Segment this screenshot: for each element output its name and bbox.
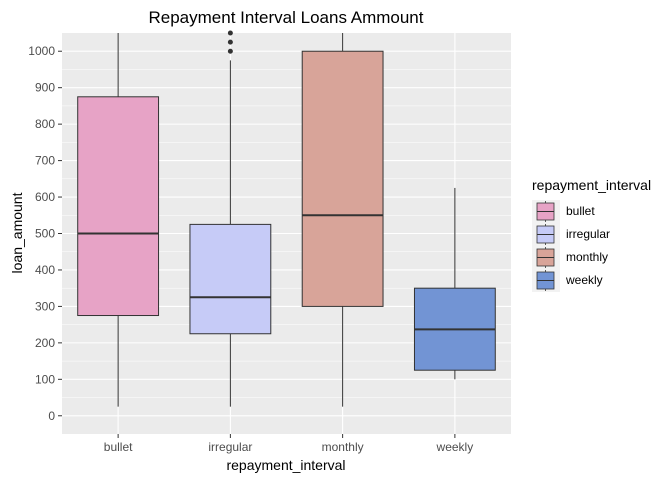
x-tick-label: weekly [436,440,474,454]
x-tick-label: irregular [208,440,252,454]
box [189,223,272,335]
box-group-irregular [189,30,272,407]
legend: repayment_interval bullet irregular monthl… [532,177,651,292]
y-axis: 0 100 200 300 400 500 600 700 800 900 1000 [28,44,62,423]
outlier-point [227,48,233,54]
y-tick-label: 0 [48,409,55,423]
y-tick-label: 800 [35,117,55,131]
legend-label: bullet [566,204,595,218]
y-tick-label: 100 [35,372,55,386]
y-tick-label: 300 [35,299,55,313]
chart-title: Repayment Interval Loans Ammount [149,8,424,27]
box [301,50,384,307]
outlier-point [227,30,233,36]
legend-label: irregular [566,227,610,241]
boxes [77,30,496,407]
box-group-bullet [77,33,160,407]
x-axis: bullet irregular monthly weekly [104,434,473,454]
x-tick-label: bullet [104,440,133,454]
y-tick-label: 600 [35,190,55,204]
y-axis-title: loan_amount [9,192,25,273]
legend-label: weekly [565,273,603,287]
box-group-monthly [301,33,384,407]
y-tick-label: 1000 [28,44,55,58]
y-tick-label: 700 [35,154,55,168]
box-group-weekly [413,187,496,380]
x-axis-title: repayment_interval [226,457,345,473]
y-tick-label: 200 [35,336,55,350]
box [77,96,160,317]
x-tick-label: monthly [322,440,364,454]
legend-title: repayment_interval [532,177,651,193]
outlier-point [227,39,233,45]
legend-label: monthly [566,250,608,264]
y-tick-label: 400 [35,263,55,277]
y-tick-label: 500 [35,227,55,241]
y-tick-label: 900 [35,81,55,95]
